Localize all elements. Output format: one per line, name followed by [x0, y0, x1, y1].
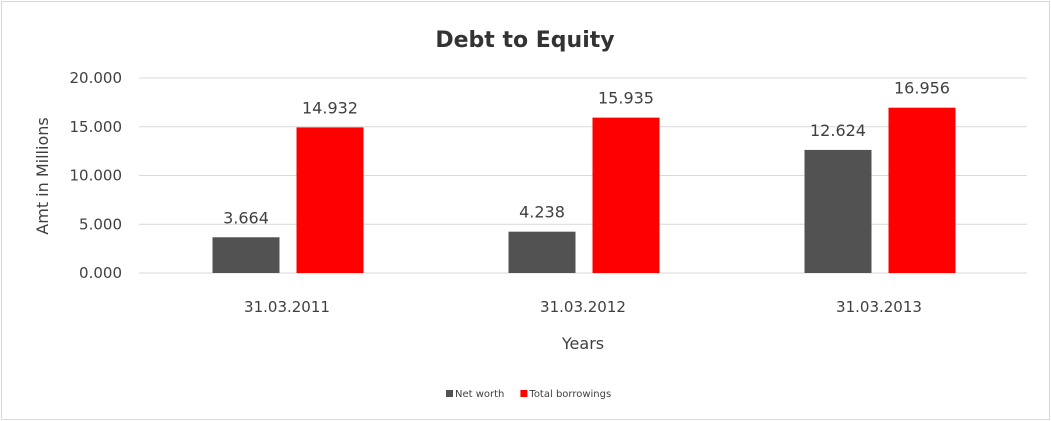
y-axis-label: Amt in Millions	[33, 117, 52, 234]
y-tick-label: 10.000	[70, 167, 123, 185]
bar-total-borrowings	[888, 107, 956, 273]
data-label: 4.238	[519, 203, 565, 222]
data-label: 15.935	[598, 89, 654, 108]
x-axis-label: Years	[561, 334, 604, 353]
legend-swatch	[446, 390, 453, 397]
y-tick-label: 5.000	[79, 215, 122, 233]
x-tick-label: 31.03.2012	[540, 298, 626, 316]
bar-net-worth	[212, 237, 280, 273]
data-label: 12.624	[810, 121, 866, 140]
bar-net-worth	[804, 149, 872, 273]
x-tick-label: 31.03.2011	[244, 298, 330, 316]
y-tick-label: 15.000	[70, 118, 123, 136]
data-label: 16.956	[894, 79, 950, 98]
data-label: 14.932	[302, 98, 358, 117]
legend-swatch	[520, 390, 528, 397]
y-tick-label: 0.000	[79, 264, 122, 282]
x-tick-label: 31.03.2013	[836, 298, 922, 316]
y-tick-label: 20.000	[70, 69, 123, 87]
chart-title: Debt to Equity	[435, 28, 614, 53]
data-label: 3.664	[223, 208, 269, 227]
bar-total-borrowings	[592, 117, 660, 273]
legend-label: Net worth	[455, 389, 504, 400]
bar-net-worth	[508, 231, 576, 273]
legend-label: Total borrowings	[528, 389, 611, 400]
bar-total-borrowings	[296, 127, 364, 274]
